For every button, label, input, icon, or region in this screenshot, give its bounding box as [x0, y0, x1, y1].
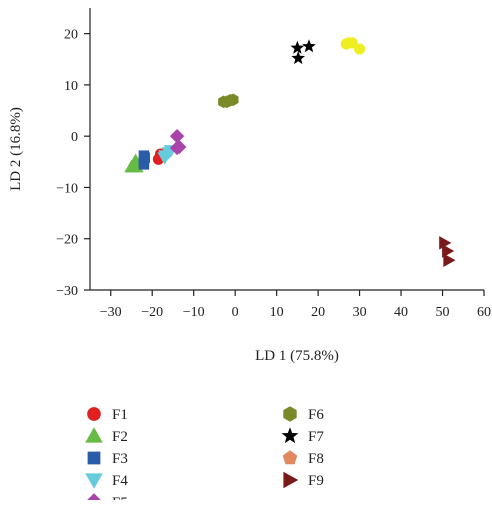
point-f3 [139, 152, 150, 163]
point-f3 [138, 159, 150, 170]
x-tick-label: 10 [270, 305, 284, 320]
y-tick-label: 10 [64, 79, 78, 94]
x-tick-label: 20 [311, 305, 325, 320]
x-tick-label: −10 [183, 305, 205, 320]
y-tick-label: −30 [56, 284, 78, 299]
x-tick-label: 50 [436, 305, 450, 320]
x-tick-label: 60 [477, 305, 491, 320]
x-tick-label: −20 [141, 305, 163, 320]
x-axis-title: LD 1 (75.8%) [255, 348, 339, 364]
point-f7 [302, 39, 316, 53]
legend-label-f8: F8 [308, 451, 324, 467]
legend-marker-f5 [85, 493, 103, 505]
point-f9 [442, 244, 455, 258]
x-tick-label: 0 [232, 305, 239, 320]
point-unlabeled [353, 43, 366, 55]
y-tick-label: −10 [56, 181, 78, 196]
legend-label-f9: F9 [308, 473, 324, 489]
point-f9 [443, 253, 456, 268]
legend-label-f7: F7 [308, 429, 324, 445]
legend-label-f4: F4 [112, 473, 128, 489]
legend-marker-f6 [283, 406, 297, 422]
point-unlabeled [346, 37, 358, 49]
x-tick-label: 40 [394, 305, 408, 320]
legend-marker-f3 [87, 451, 101, 465]
y-tick-label: −20 [56, 233, 78, 248]
x-tick-label: −30 [100, 305, 122, 320]
legend-label-f1: F1 [112, 407, 128, 423]
legend-label-f2: F2 [112, 429, 128, 445]
point-f7 [290, 40, 305, 54]
point-f4 [157, 152, 172, 165]
legend-marker-f4 [85, 473, 103, 489]
legend-marker-f2 [85, 427, 103, 443]
point-f5 [171, 139, 187, 155]
legend-marker-f9 [283, 471, 299, 489]
legend-label-f5: F5 [112, 495, 128, 500]
y-tick-label: 0 [71, 130, 78, 145]
y-tick-label: 20 [64, 28, 78, 43]
point-f5 [169, 128, 185, 144]
axes: −30 −20 −10 0 10 20 30 40 50 60 −30 −20 −10 0 10 20 [56, 8, 491, 320]
legend-marker-f8 [282, 450, 298, 465]
x-tick-label: 30 [353, 305, 367, 320]
legend-label-f3: F3 [112, 451, 128, 467]
legend-label-f6: F6 [308, 407, 324, 423]
legend-marker-f1 [87, 407, 101, 421]
y-axis-title: LD 2 (16.8%) [8, 107, 24, 191]
point-f6 [227, 93, 239, 107]
point-f7 [291, 51, 306, 65]
legend: F1 F2 F3 F4 F5 F6 F7 F8 F9 [85, 406, 324, 505]
data-points [124, 37, 456, 268]
legend-marker-f7 [281, 427, 299, 444]
